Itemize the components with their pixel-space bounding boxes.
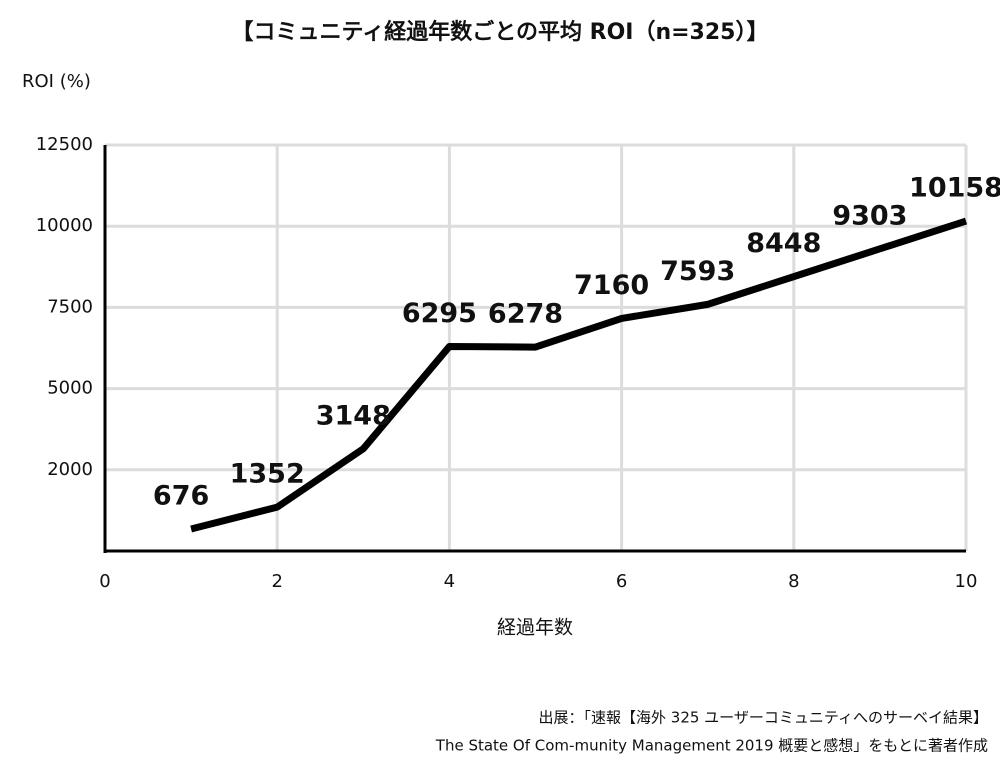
y-tick-label: 12500 — [36, 134, 93, 155]
data-label: 6278 — [488, 299, 563, 330]
data-label: 9303 — [832, 200, 907, 231]
data-label: 7593 — [660, 256, 735, 287]
data-label: 676 — [153, 481, 209, 512]
y-tick-label: 10000 — [36, 215, 93, 236]
source-note: 出展：「速報【海外 325 ユーザーコミュニティへのサーベイ結果】 — [539, 709, 988, 727]
data-label: 10158 — [909, 173, 1000, 204]
data-line — [190, 217, 968, 533]
chart-title: 【コミュニティ経過年数ごとの平均 ROI（n=325）】 — [232, 19, 769, 45]
x-tick-label: 8 — [788, 571, 799, 592]
x-tick-label: 2 — [271, 571, 282, 592]
source-note: The State Of Com-munity Management 2019 … — [435, 737, 988, 755]
y-tick-label: 5000 — [47, 378, 93, 399]
x-tick-label: 10 — [955, 571, 978, 592]
data-label: 3148 — [316, 400, 391, 431]
x-tick-label: 4 — [444, 571, 455, 592]
y-axis-label: ROI (%) — [22, 71, 91, 92]
data-label: 8448 — [746, 228, 821, 259]
data-label: 1352 — [230, 459, 305, 490]
data-label: 7160 — [574, 270, 649, 301]
y-tick-label: 2000 — [47, 459, 93, 480]
data-label: 6295 — [402, 298, 477, 329]
x-tick-label: 0 — [99, 571, 110, 592]
y-tick-label: 7500 — [47, 296, 93, 317]
x-tick-label: 6 — [616, 571, 627, 592]
x-axis-label: 経過年数 — [497, 617, 573, 639]
